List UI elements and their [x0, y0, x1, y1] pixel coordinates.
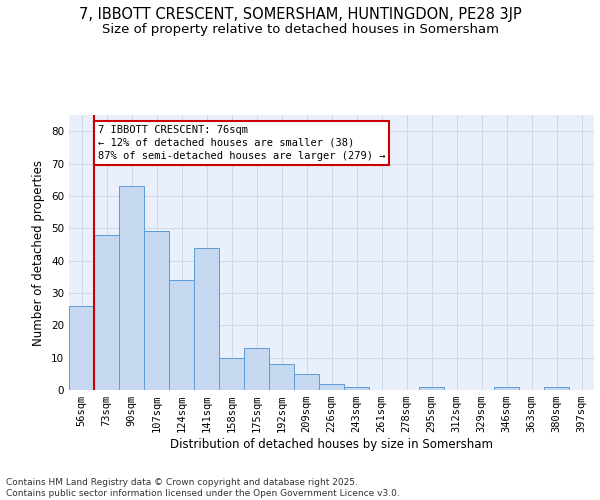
Bar: [344, 387, 369, 390]
Bar: [494, 387, 519, 390]
Bar: [294, 374, 319, 390]
Y-axis label: Number of detached properties: Number of detached properties: [32, 160, 46, 346]
Bar: [169, 280, 194, 390]
Bar: [419, 387, 444, 390]
Bar: [119, 186, 144, 390]
Text: Size of property relative to detached houses in Somersham: Size of property relative to detached ho…: [101, 22, 499, 36]
Bar: [319, 384, 344, 390]
Text: Contains HM Land Registry data © Crown copyright and database right 2025.
Contai: Contains HM Land Registry data © Crown c…: [6, 478, 400, 498]
Bar: [194, 248, 219, 390]
Bar: [269, 364, 294, 390]
X-axis label: Distribution of detached houses by size in Somersham: Distribution of detached houses by size …: [170, 438, 493, 451]
Text: 7 IBBOTT CRESCENT: 76sqm
← 12% of detached houses are smaller (38)
87% of semi-d: 7 IBBOTT CRESCENT: 76sqm ← 12% of detach…: [98, 124, 385, 161]
Bar: [69, 306, 94, 390]
Bar: [94, 234, 119, 390]
Bar: [544, 387, 569, 390]
Text: 7, IBBOTT CRESCENT, SOMERSHAM, HUNTINGDON, PE28 3JP: 7, IBBOTT CRESCENT, SOMERSHAM, HUNTINGDO…: [79, 8, 521, 22]
Bar: [144, 232, 169, 390]
Bar: [244, 348, 269, 390]
Bar: [219, 358, 244, 390]
